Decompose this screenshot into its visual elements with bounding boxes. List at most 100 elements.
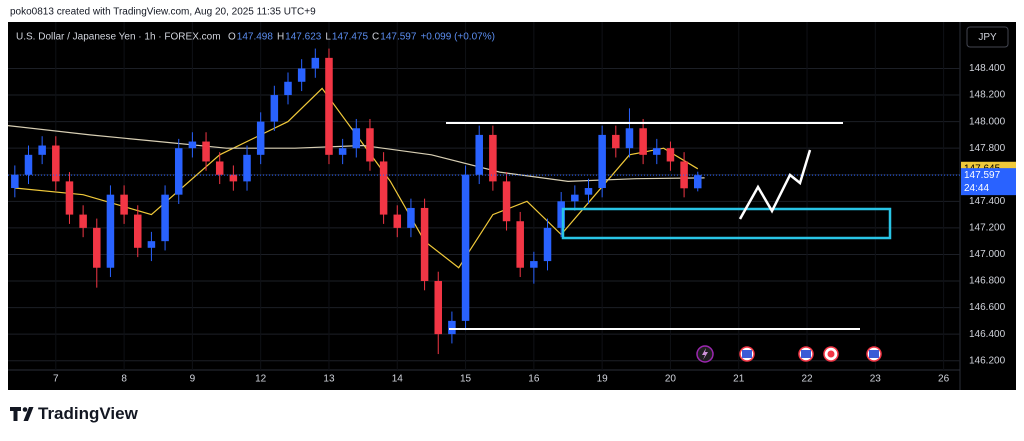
x-tick-label: 26: [938, 374, 950, 385]
logo-text: TradingView: [38, 404, 139, 423]
ohlc-value: 147.475: [332, 32, 369, 43]
y-tick-label: 147.000: [969, 249, 1006, 260]
candle-body: [530, 261, 538, 268]
ohlc-key: H: [277, 32, 284, 43]
y-tick-label: 146.200: [969, 355, 1006, 366]
candle-body: [284, 81, 292, 96]
logo-mark: [22, 407, 28, 412]
candle-body: [612, 134, 620, 149]
candle-body: [461, 174, 470, 321]
candle-body: [516, 221, 524, 268]
moving-average: [7, 125, 705, 183]
candle-body: [379, 161, 388, 215]
candle-body: [502, 181, 511, 222]
symbol-title: U.S. Dollar / Japanese Yen · 1h · FOREX.…: [16, 32, 221, 43]
change: +0.099 (+0.07%): [420, 32, 495, 43]
candle-body: [52, 145, 60, 182]
y-tick-label: 147.200: [969, 223, 1006, 234]
candle-body: [24, 154, 33, 175]
candle-body: [174, 148, 183, 195]
ohlc-key: C: [372, 32, 379, 43]
candle-body: [270, 95, 279, 122]
y-tick-label: 148.400: [969, 63, 1006, 74]
candle-body: [653, 148, 661, 155]
demand-zone: [561, 207, 892, 240]
candle-body: [188, 141, 197, 149]
candle-body: [598, 134, 606, 189]
candle-body: [584, 188, 593, 195]
logo-mark: [23, 407, 34, 421]
candle-body: [625, 128, 634, 149]
x-tick-label: 8: [121, 374, 127, 385]
candle-body: [120, 194, 128, 215]
candle-body: [11, 174, 19, 189]
candle-body: [38, 145, 46, 155]
candle-body: [571, 194, 579, 202]
ohlc-key: L: [325, 32, 331, 43]
candle-body: [243, 154, 251, 182]
candle-body: [434, 281, 442, 335]
y-tick-label: 146.600: [969, 302, 1006, 313]
candle-body: [666, 148, 675, 162]
candle-body: [256, 121, 265, 155]
credit: poko0813 created with TradingView.com, A…: [10, 7, 316, 18]
candle-body: [393, 214, 402, 228]
candle-body: [311, 57, 320, 69]
candle-body: [79, 214, 87, 228]
y-tick-label: 148.000: [969, 116, 1006, 127]
chart-background: [8, 22, 1016, 390]
candle-body: [338, 148, 347, 155]
event-icon: [702, 348, 708, 360]
y-tick-label: 147.800: [969, 143, 1006, 154]
candle-body: [448, 320, 456, 335]
candle-body: [543, 227, 552, 262]
currency-button[interactable]: [966, 26, 1009, 48]
candle-body: [297, 68, 306, 82]
candle-body: [229, 174, 238, 182]
ohlc-value: 147.597: [380, 32, 417, 43]
ohlc-key: O: [228, 32, 236, 43]
candle-body: [366, 128, 374, 162]
candle-body: [202, 141, 210, 162]
x-tick-label: 13: [323, 374, 335, 385]
logo: TradingView: [10, 404, 139, 423]
flag: [869, 350, 879, 358]
projection-path: [738, 149, 812, 220]
candle-body: [325, 57, 333, 155]
ohlc-legend: O 147.498 H 147.623 L 147.475 C 147.597 +0.099 (…: [228, 32, 495, 43]
currency-label: JPY: [978, 32, 997, 43]
flag: [742, 350, 752, 358]
y-tick-label: 146.800: [969, 276, 1006, 287]
ohlc-value: 147.623: [285, 32, 322, 43]
logo-mark: [10, 407, 21, 421]
price-tag: [961, 168, 1016, 196]
x-tick-label: 14: [392, 374, 404, 385]
candle-body: [147, 241, 156, 248]
flag: [827, 350, 835, 358]
candle-body: [680, 161, 688, 189]
plot: 146.200 146.400 146.600 146.800 147.000 147.2…: [7, 22, 1016, 385]
x-tick-label: 20: [665, 374, 677, 385]
candle-body: [352, 128, 361, 149]
x-tick-label: 7: [53, 374, 59, 385]
candle-body: [215, 161, 224, 175]
countdown: 24:44: [964, 183, 989, 194]
y-tick-label: 147.400: [969, 196, 1006, 207]
x-tick-label: 22: [801, 374, 813, 385]
y-tick-label: 148.200: [969, 90, 1006, 101]
x-tick-label: 15: [460, 374, 472, 385]
candle-body: [489, 134, 497, 182]
x-tick-label: 12: [255, 374, 267, 385]
x-tick-label: 9: [190, 374, 196, 385]
x-tick-label: 23: [870, 374, 882, 385]
x-tick-label: 19: [597, 374, 609, 385]
y-tick-label: 146.400: [969, 329, 1006, 340]
candle-body: [694, 175, 702, 189]
candle-body: [475, 134, 483, 175]
candle-body: [134, 214, 142, 248]
candle-body: [407, 207, 415, 228]
ohlc-value: 147.498: [237, 32, 274, 43]
candle-body: [639, 128, 647, 155]
candle-body: [420, 207, 429, 282]
